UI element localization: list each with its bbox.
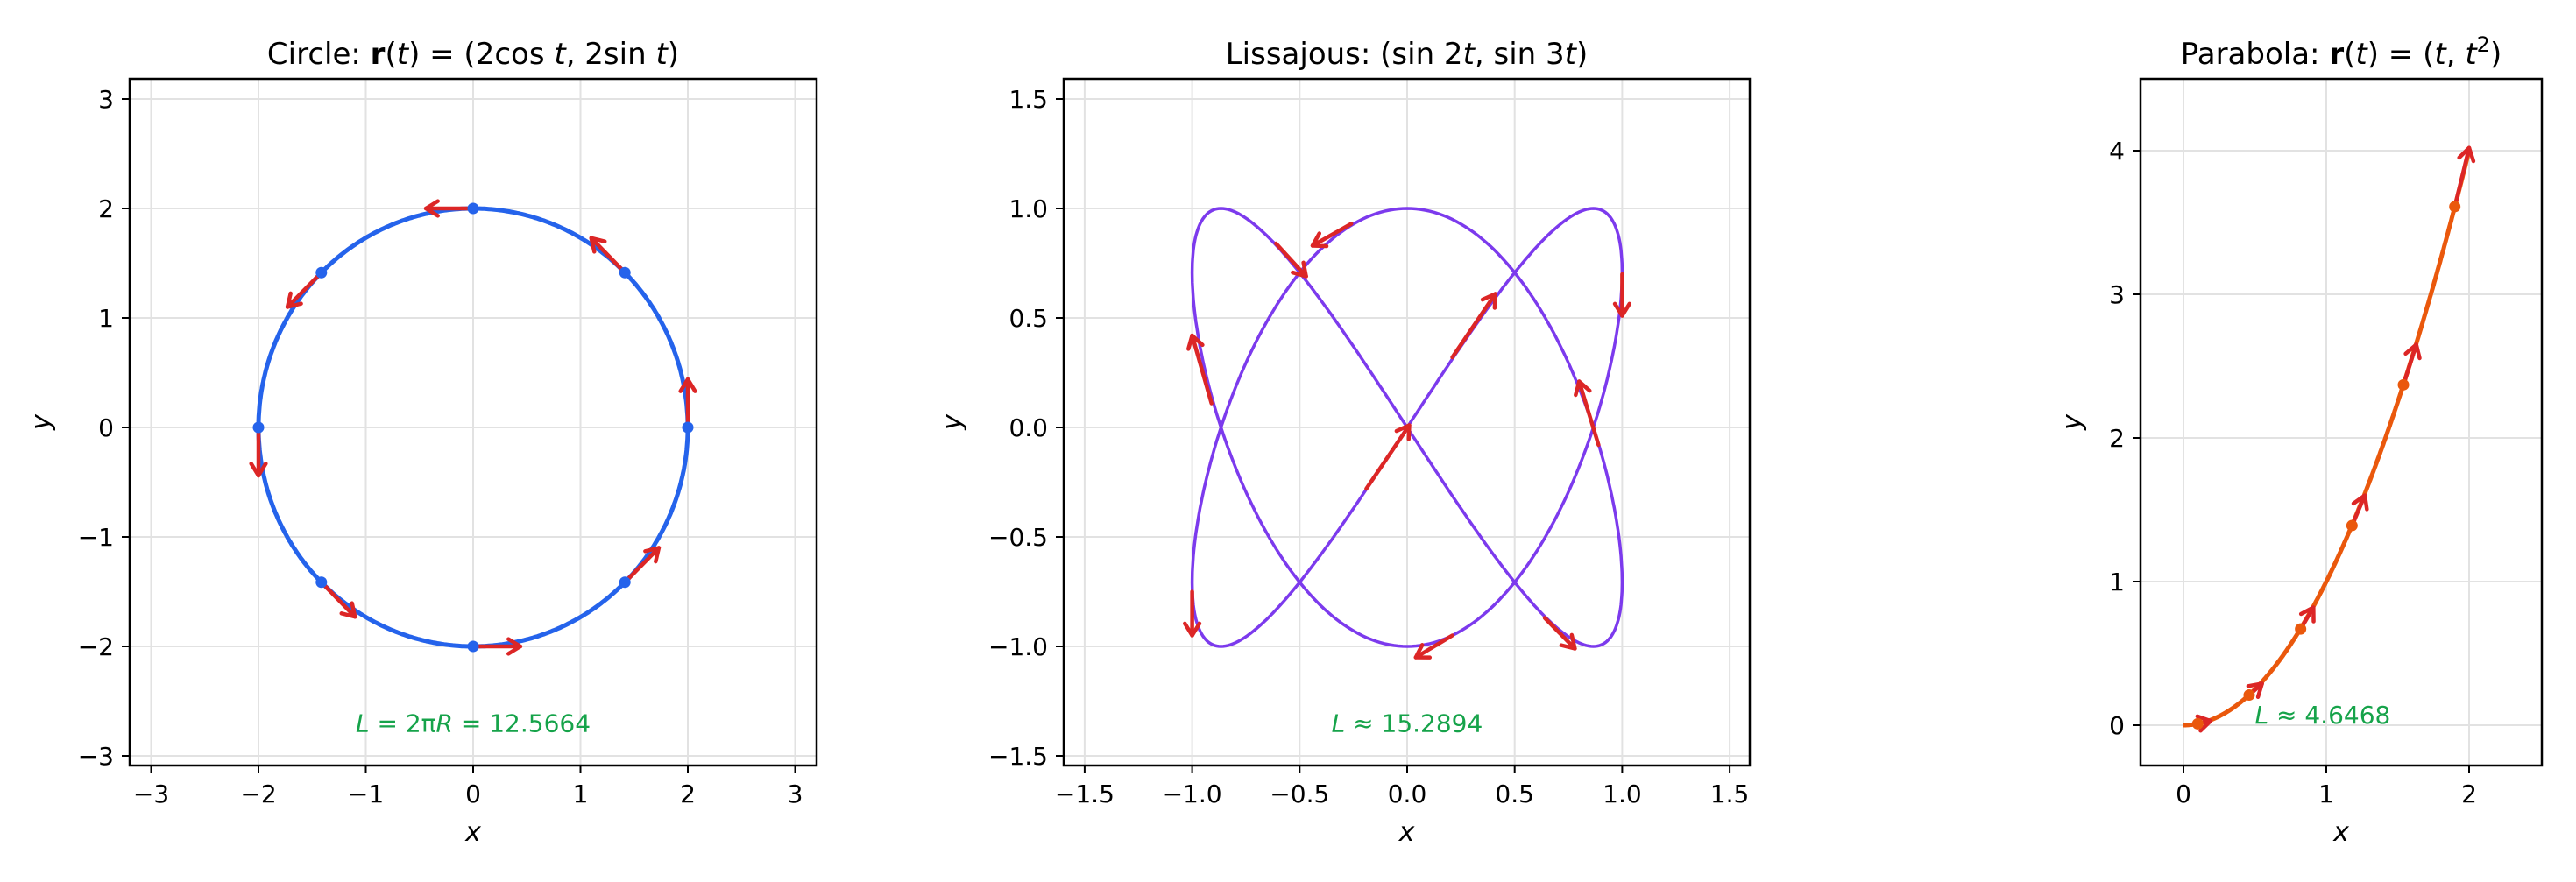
sample-point-marker [2191,717,2204,730]
sample-point-marker [467,202,479,215]
y-tick-label: 3 [98,85,114,114]
x-tick-label: 1 [2318,780,2334,808]
arc-length-annotation: L ≈ 4.6468 [2255,701,2391,730]
x-axis-label: x [1398,817,1415,848]
tangent-arrow [1542,616,1577,651]
grid [130,79,817,766]
y-tick-label: 1 [2109,568,2125,596]
y-tick-label: 1 [98,304,114,333]
tangent-arrow [1274,241,1308,279]
x-tick-label: 1 [573,780,589,808]
subplot-title: Lissajous: (sin 2t, sin 3t) [1226,37,1589,72]
x-tick-label: −1.5 [1055,780,1115,808]
sample-point-marker [2295,623,2307,635]
y-tick-label: −0.5 [988,523,1048,552]
tangent-arrows [249,199,697,656]
tangent-arrow [1364,423,1412,491]
sample-point-marker [2449,201,2461,213]
y-tick-label: 0.0 [1008,413,1048,442]
x-axis-label: x [2332,817,2349,848]
y-tick-label: 0 [98,413,114,442]
x-tick-label: 1.0 [1603,780,1642,808]
sample-point-marker [315,576,328,589]
tangent-arrow [2401,342,2418,387]
sample-point-marker [315,266,328,279]
sample-point-marker [619,576,631,589]
tangent-arrow [1190,333,1214,406]
y-axis-label: y [938,413,968,431]
y-axis-label: y [2057,413,2088,431]
parabola-subplot: 0 1 2 0 1 2 3 4 x y Parabola: r(t) = (t, t2) L ≈ 4.… [2057,32,2544,848]
x-axis-label: x [464,817,481,848]
x-tick-label: 0 [465,780,481,808]
y-tick-label: 1.0 [1008,194,1048,223]
tangent-arrow [2452,145,2472,209]
grid [2141,79,2542,766]
x-tick-label: −1 [348,780,384,808]
sample-point-marker [682,421,694,434]
y-axis-label: y [26,413,57,431]
x-tick-label: −1.0 [1163,780,1222,808]
x-tick-label: 0.5 [1495,780,1534,808]
sample-point-marker [252,421,265,434]
arc-length-annotation: L = 2πR = 12.5664 [356,709,591,738]
x-tick-label: −0.5 [1270,780,1329,808]
y-tick-label: 0 [2109,711,2125,740]
x-tick-label: 2 [2461,780,2477,808]
y-tick-label: 0.5 [1008,304,1048,333]
tangent-arrow [589,236,627,275]
lissajous-subplot: −1.5 −1.0 −0.5 0.0 0.5 1.0 1.5 −1.5 −1.0 −0.5 0.0 0… [938,37,1752,848]
tangent-arrow [622,546,662,584]
x-tick-label: −3 [133,780,169,808]
lissajous-curve [1182,207,1632,660]
subplot-title: Parabola: r(t) = (t, t2) [2181,32,2502,72]
tangent-arrow [1450,292,1497,360]
sample-point-marker [2346,519,2358,532]
circle-subplot: −3 −2 −1 0 1 2 3 −3 −2 −1 0 1 2 3 x y Circle: r(t) = (2c… [26,37,818,848]
y-tick-label: 1.5 [1008,85,1048,114]
y-tick-label: −1.0 [988,632,1048,661]
sample-point-marker [467,640,479,653]
tangent-arrows [1182,222,1632,660]
y-tick-label: 4 [2109,137,2125,166]
tangent-arrow [1577,379,1601,448]
axes-frame [2139,77,2544,767]
parabola-curve [2182,145,2476,733]
y-tick-label: −1.5 [988,742,1048,771]
y-tick-label: −2 [78,632,114,661]
sample-point-marker [2243,689,2255,702]
y-tick-label: 3 [2109,280,2125,309]
tangent-arrow [319,580,357,619]
x-tick-label: 2 [680,780,696,808]
sample-point-marker [619,266,631,279]
tangent-arrows [2195,145,2476,733]
x-tick-label: 0 [2176,780,2191,808]
x-tick-label: 3 [788,780,803,808]
tangent-arrow [1413,633,1454,660]
arc-length-annotation: L ≈ 15.2894 [1332,709,1483,738]
tangent-arrow [1310,222,1354,248]
y-tick-label: 2 [2109,424,2125,453]
x-tick-label: −2 [240,780,276,808]
y-tick-label: 2 [98,194,114,223]
y-tick-label: −1 [78,523,114,552]
grid [1064,79,1750,766]
x-tick-label: 1.5 [1710,780,1750,808]
x-tick-label: 0.0 [1388,780,1427,808]
sample-point-marker [2397,378,2410,391]
circle-curve [249,199,697,656]
y-tick-label: −3 [78,742,114,771]
tangent-arrow [285,271,324,309]
subplot-title: Circle: r(t) = (2cos t, 2sin t) [267,37,679,72]
